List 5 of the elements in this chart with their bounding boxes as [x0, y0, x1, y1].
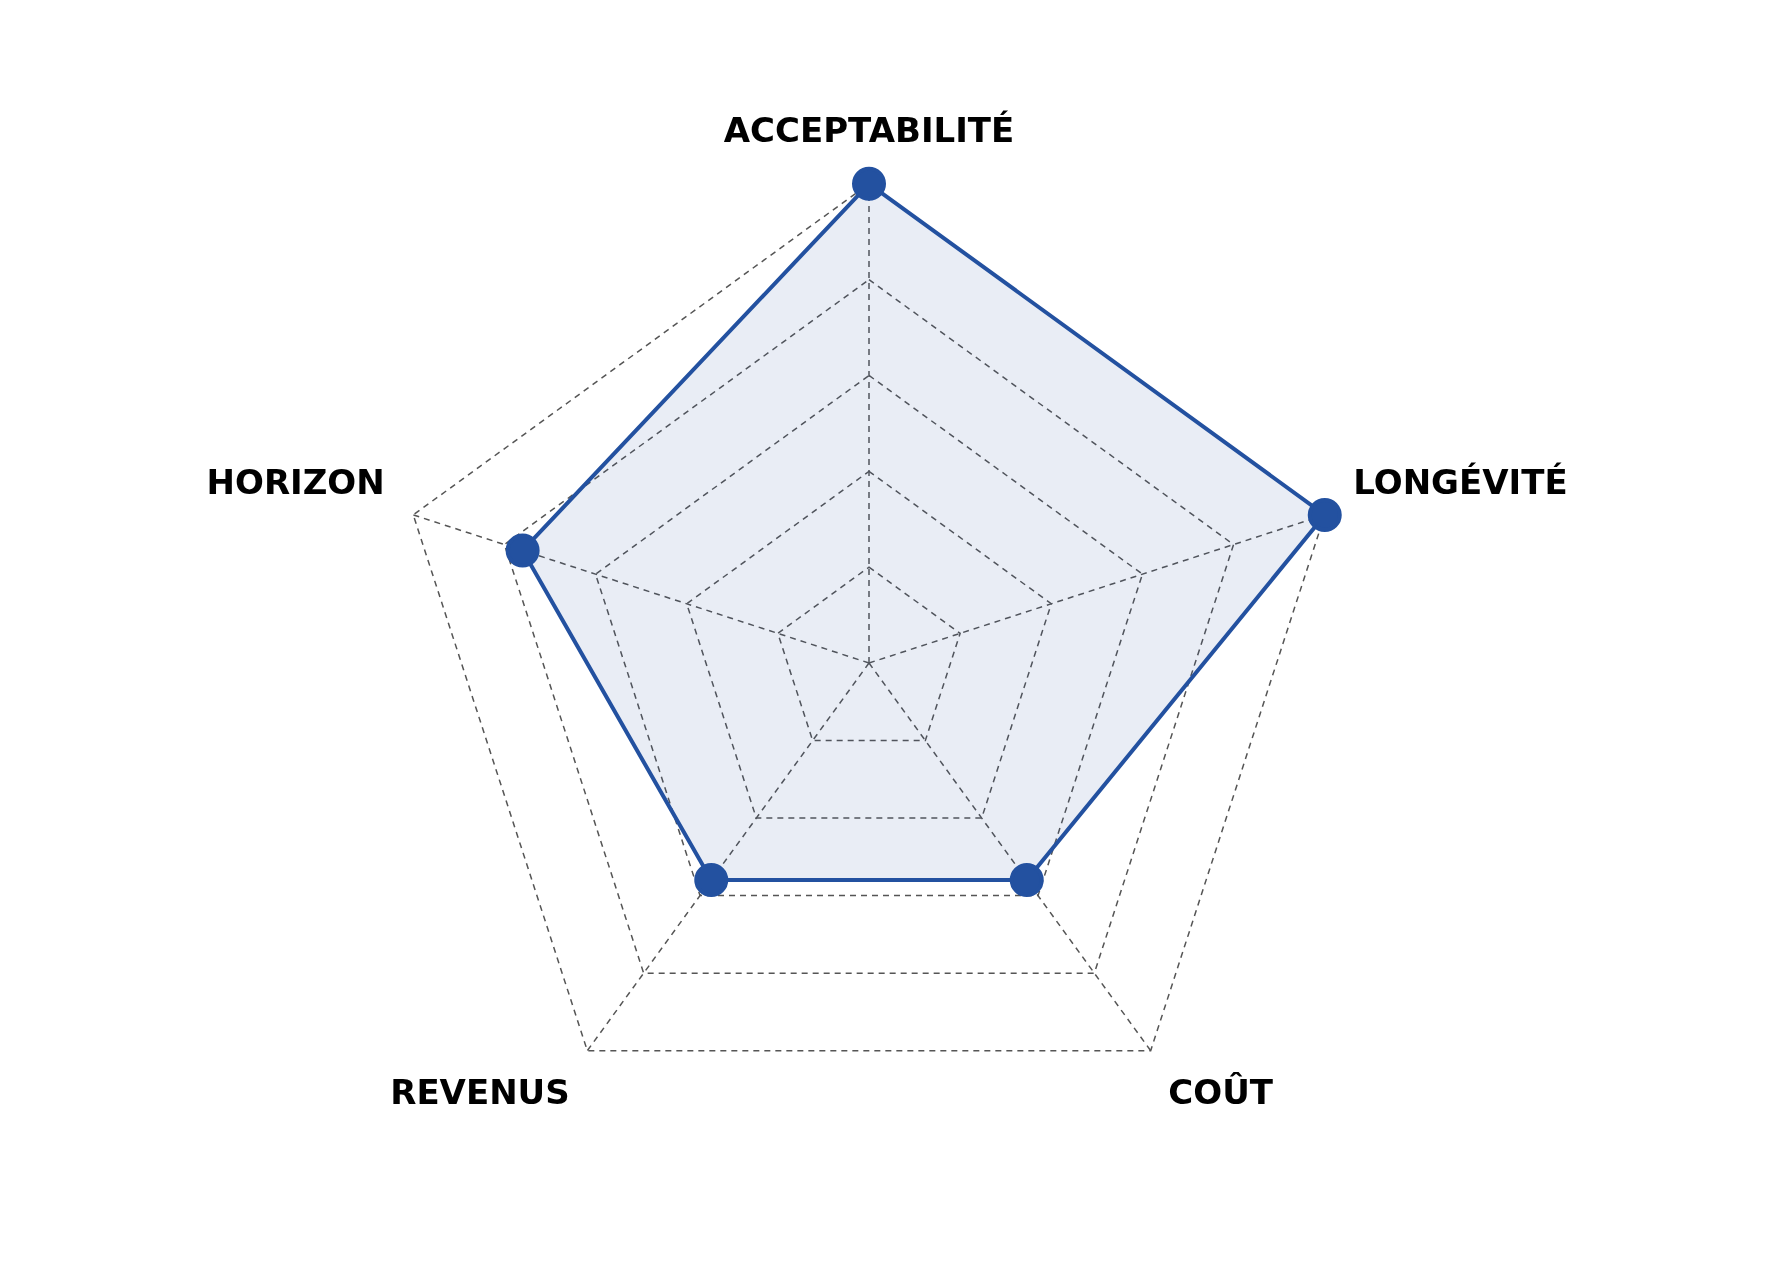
- spoke-label: HORIZON: [206, 462, 385, 503]
- spoke-label: REVENUS: [390, 1072, 570, 1113]
- spoke-label: LONGÉVITÉ: [1353, 462, 1568, 503]
- spoke-label: ACCEPTABILITÉ: [723, 110, 1015, 151]
- spoke-label: COÛT: [1168, 1072, 1274, 1113]
